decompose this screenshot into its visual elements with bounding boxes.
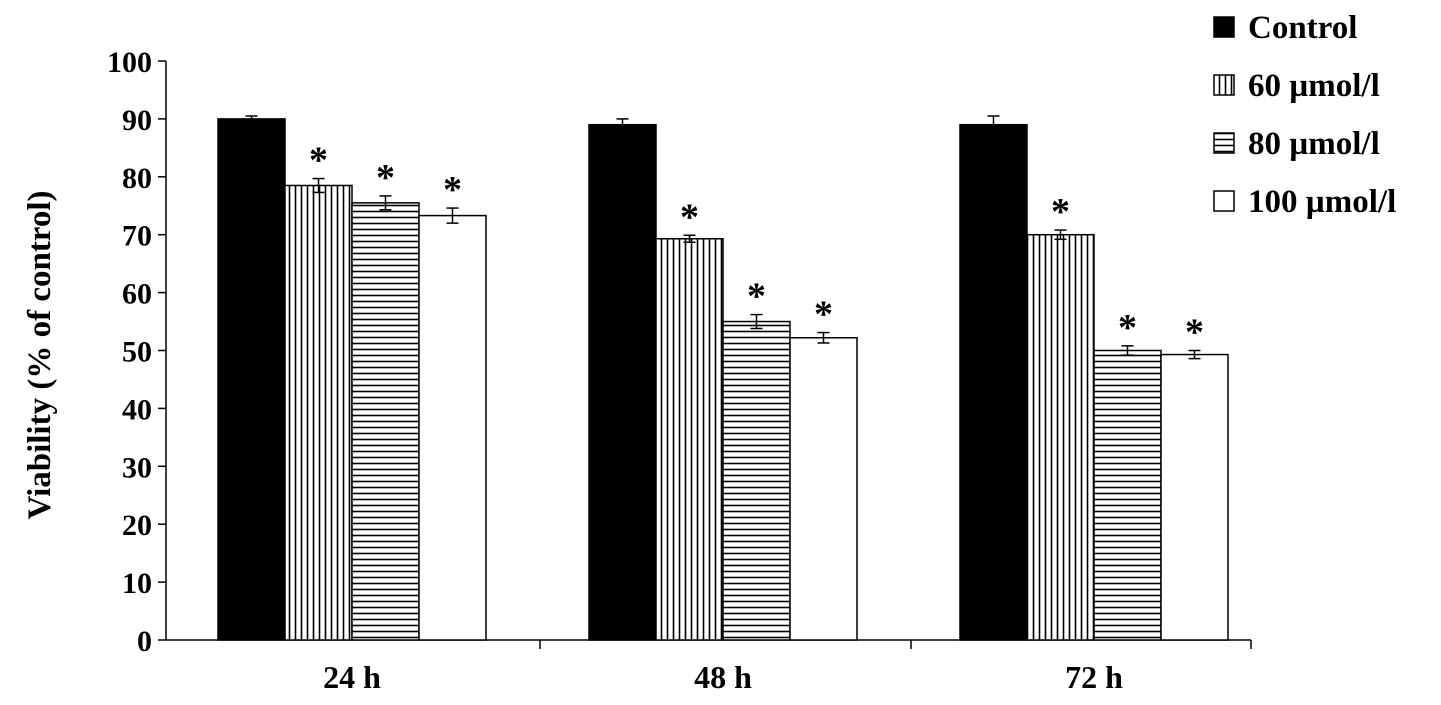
significance-marker: * <box>309 140 328 182</box>
y-tick-label: 70 <box>122 220 152 253</box>
bar <box>722 320 791 641</box>
legend-label: Control <box>1248 10 1357 46</box>
legend-swatch <box>1213 190 1235 212</box>
bar <box>351 202 420 641</box>
y-tick-label: 100 <box>107 46 152 79</box>
legend-label: 80 µmol/l <box>1248 126 1380 162</box>
bar <box>959 123 1028 641</box>
legend-swatch <box>1213 132 1235 154</box>
significance-marker: * <box>443 169 462 211</box>
y-tick-label: 0 <box>137 625 152 658</box>
bar <box>789 337 858 641</box>
significance-marker: * <box>1051 191 1070 233</box>
significance-marker: * <box>680 196 699 238</box>
y-tick-label: 80 <box>122 162 152 195</box>
bar <box>1160 353 1229 641</box>
bar <box>217 118 286 641</box>
y-tick-label: 50 <box>122 336 152 369</box>
x-tick-label: 24 h <box>323 659 381 695</box>
legend-label: 100 µmol/l <box>1248 184 1396 220</box>
bar <box>1026 233 1095 641</box>
y-axis-title: Viability (% of control) <box>22 190 58 519</box>
y-tick-label: 90 <box>122 104 152 137</box>
legend-swatch <box>1213 16 1235 38</box>
axes-layer: 0 10 20 30 40 50 60 70 80 90 100 24 h 48 h 72 h <box>107 46 1252 695</box>
significance-marker: * <box>747 276 766 318</box>
legend: Control 60 µmol/l 80 µmol/l 100 µmol/l <box>1213 10 1396 220</box>
y-tick-label: 20 <box>122 509 152 542</box>
y-tick-label: 60 <box>122 278 152 311</box>
x-tick-label: 72 h <box>1065 659 1123 695</box>
bars-layer: * * * * * * * * * <box>217 115 1229 641</box>
bar <box>655 238 724 641</box>
significance-marker: * <box>814 294 833 336</box>
y-tick-label: 40 <box>122 393 152 426</box>
x-tick-label: 48 h <box>694 659 752 695</box>
legend-label: 60 µmol/l <box>1248 68 1380 104</box>
bar <box>418 214 487 641</box>
significance-marker: * <box>1118 307 1137 349</box>
significance-marker: * <box>1185 312 1204 354</box>
bar <box>588 123 657 641</box>
y-tick-label: 10 <box>122 567 152 600</box>
significance-marker: * <box>376 157 395 199</box>
bar <box>284 184 353 641</box>
bar <box>1093 349 1162 641</box>
y-tick-label: 30 <box>122 451 152 484</box>
legend-swatch <box>1213 74 1235 96</box>
